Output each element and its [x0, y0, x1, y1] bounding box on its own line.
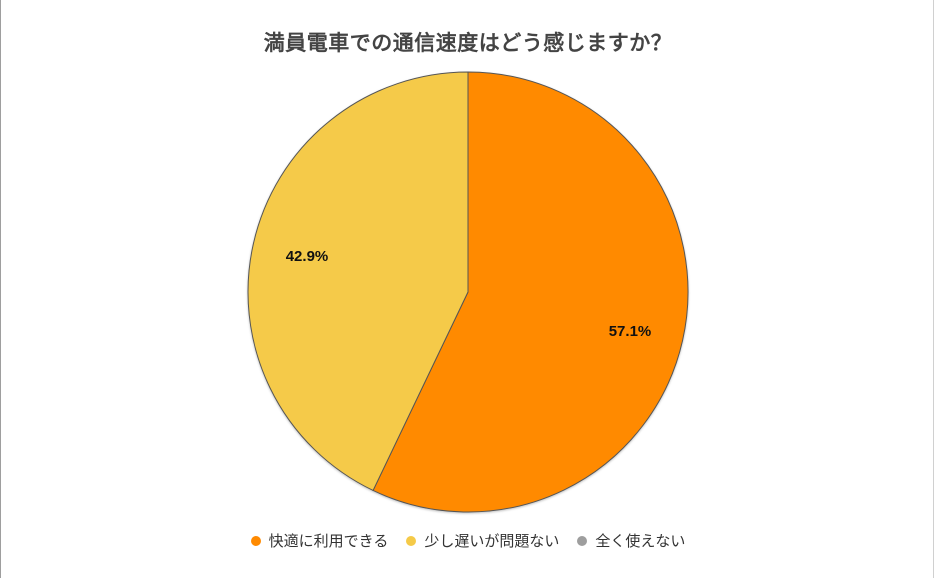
chart-legend: 快適に利用できる 少し遅いが問題ない 全く使えない [0, 530, 936, 551]
legend-item-slightly-slow[interactable]: 少し遅いが問題ない [406, 530, 559, 551]
pie-slice-comfortable[interactable] [372, 71, 689, 513]
pie-slice-slightly-slow[interactable] [247, 71, 469, 492]
legend-dot-orange-icon [250, 535, 261, 546]
legend-dot-yellow-icon [406, 535, 417, 546]
slice-label-slightly-slow: 42.9% [286, 248, 329, 265]
legend-label: 全く使えない [595, 532, 686, 550]
chart-title: 満員電車での通信速度はどう感じますか？ [263, 31, 673, 55]
slice-label-comfortable: 57.1% [609, 323, 652, 340]
legend-item-comfortable[interactable]: 快適に利用できる [250, 530, 389, 551]
legend-item-unusable[interactable]: 全く使えない [577, 530, 685, 551]
legend-dot-gray-icon [577, 535, 588, 546]
legend-label: 快適に利用できる [268, 532, 389, 550]
legend-label: 少し遅いが問題ない [424, 532, 560, 550]
